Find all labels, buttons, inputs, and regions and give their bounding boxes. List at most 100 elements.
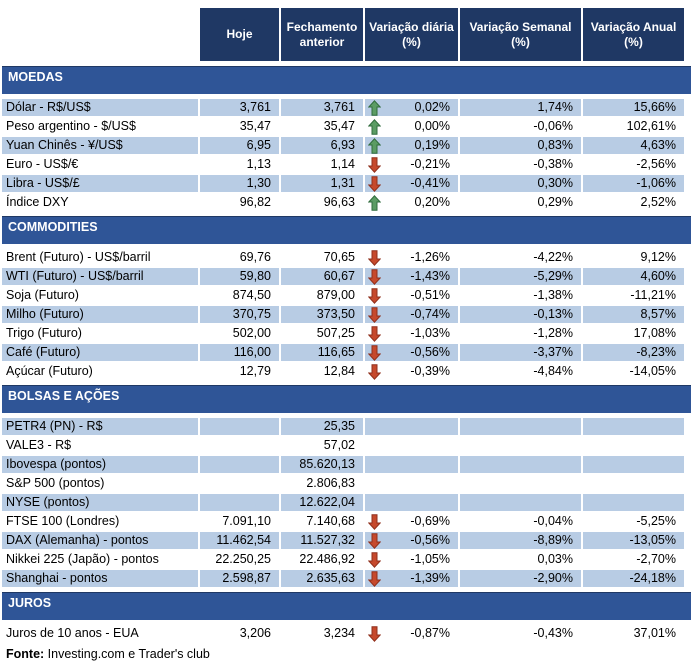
row-label[interactable]: Ibovespa (pontos) (2, 456, 198, 473)
cell-fechamento-anterior[interactable]: 35,47 (281, 118, 363, 135)
cell-variacao-semanal[interactable]: -0,43% (460, 625, 581, 642)
row-label[interactable]: NYSE (pontos) (2, 494, 198, 511)
cell-hoje[interactable] (200, 456, 279, 473)
cell-fechamento-anterior[interactable]: 57,02 (281, 437, 363, 454)
cell-hoje[interactable]: 6,95 (200, 137, 279, 154)
cell-fechamento-anterior[interactable]: 373,50 (281, 306, 363, 323)
cell-fechamento-anterior[interactable]: 12.622,04 (281, 494, 363, 511)
cell-variacao-semanal[interactable]: 0,83% (460, 137, 581, 154)
column-header-hoje[interactable]: Hoje (200, 8, 279, 61)
cell-variacao-diaria[interactable]: -0,39% (365, 363, 458, 380)
cell-hoje[interactable]: 116,00 (200, 344, 279, 361)
cell-variacao-anual[interactable]: -14,05% (583, 363, 684, 380)
row-label[interactable]: VALE3 - R$ (2, 437, 198, 454)
cell-variacao-anual[interactable]: 15,66% (583, 99, 684, 116)
cell-variacao-diaria[interactable] (365, 437, 458, 454)
row-label[interactable]: Juros de 10 anos - EUA (2, 625, 198, 642)
row-label[interactable]: Brent (Futuro) - US$/barril (2, 249, 198, 266)
cell-variacao-semanal[interactable]: -0,06% (460, 118, 581, 135)
cell-hoje[interactable]: 874,50 (200, 287, 279, 304)
row-label[interactable]: FTSE 100 (Londres) (2, 513, 198, 530)
cell-hoje[interactable]: 3,206 (200, 625, 279, 642)
cell-hoje[interactable]: 59,80 (200, 268, 279, 285)
row-label[interactable]: Peso argentino - $/US$ (2, 118, 198, 135)
row-label[interactable]: WTI (Futuro) - US$/barril (2, 268, 198, 285)
cell-fechamento-anterior[interactable]: 85.620,13 (281, 456, 363, 473)
cell-variacao-anual[interactable]: -5,25% (583, 513, 684, 530)
cell-variacao-anual[interactable]: 102,61% (583, 118, 684, 135)
cell-fechamento-anterior[interactable]: 22.486,92 (281, 551, 363, 568)
row-label[interactable]: Dólar - R$/US$ (2, 99, 198, 116)
cell-variacao-anual[interactable]: -24,18% (583, 570, 684, 587)
cell-variacao-diaria[interactable]: -0,74% (365, 306, 458, 323)
cell-variacao-anual[interactable] (583, 456, 684, 473)
cell-variacao-anual[interactable]: 8,57% (583, 306, 684, 323)
cell-variacao-anual[interactable]: -1,06% (583, 175, 684, 192)
cell-variacao-semanal[interactable]: -2,90% (460, 570, 581, 587)
column-header-variacao-diaria[interactable]: Variação diária (%) (365, 8, 458, 61)
cell-variacao-semanal[interactable]: 0,29% (460, 194, 581, 211)
cell-variacao-semanal[interactable]: 1,74% (460, 99, 581, 116)
cell-variacao-anual[interactable]: -8,23% (583, 344, 684, 361)
cell-variacao-anual[interactable]: 9,12% (583, 249, 684, 266)
cell-variacao-semanal[interactable] (460, 418, 581, 435)
cell-variacao-semanal[interactable]: -4,22% (460, 249, 581, 266)
row-label[interactable]: Índice DXY (2, 194, 198, 211)
cell-hoje[interactable]: 96,82 (200, 194, 279, 211)
cell-fechamento-anterior[interactable]: 11.527,32 (281, 532, 363, 549)
cell-variacao-semanal[interactable]: -0,38% (460, 156, 581, 173)
cell-variacao-anual[interactable]: -2,70% (583, 551, 684, 568)
cell-fechamento-anterior[interactable]: 2.806,83 (281, 475, 363, 492)
cell-hoje[interactable]: 12,79 (200, 363, 279, 380)
cell-variacao-diaria[interactable]: -1,39% (365, 570, 458, 587)
cell-variacao-diaria[interactable]: -0,56% (365, 344, 458, 361)
row-label[interactable]: Café (Futuro) (2, 344, 198, 361)
cell-variacao-diaria[interactable]: -0,41% (365, 175, 458, 192)
cell-variacao-anual[interactable]: 37,01% (583, 625, 684, 642)
cell-hoje[interactable]: 1,13 (200, 156, 279, 173)
cell-variacao-semanal[interactable]: -1,28% (460, 325, 581, 342)
cell-variacao-anual[interactable] (583, 418, 684, 435)
column-header-fechamento-anterior[interactable]: Fechamento anterior (281, 8, 363, 61)
cell-hoje[interactable] (200, 494, 279, 511)
cell-hoje[interactable] (200, 418, 279, 435)
row-label[interactable]: Libra - US$/£ (2, 175, 198, 192)
cell-hoje[interactable]: 69,76 (200, 249, 279, 266)
cell-variacao-anual[interactable]: -2,56% (583, 156, 684, 173)
cell-variacao-semanal[interactable]: -0,13% (460, 306, 581, 323)
cell-variacao-diaria[interactable]: -1,03% (365, 325, 458, 342)
cell-variacao-diaria[interactable]: -1,43% (365, 268, 458, 285)
cell-fechamento-anterior[interactable]: 1,31 (281, 175, 363, 192)
cell-variacao-diaria[interactable] (365, 456, 458, 473)
cell-variacao-semanal[interactable]: 0,03% (460, 551, 581, 568)
section-header-commodities[interactable]: COMMODITIES (2, 216, 691, 244)
cell-variacao-diaria[interactable]: -1,26% (365, 249, 458, 266)
cell-variacao-diaria[interactable]: 0,02% (365, 99, 458, 116)
cell-variacao-diaria[interactable]: -0,51% (365, 287, 458, 304)
cell-variacao-diaria[interactable]: -0,56% (365, 532, 458, 549)
section-header-juros[interactable]: JUROS (2, 592, 691, 620)
cell-fechamento-anterior[interactable]: 1,14 (281, 156, 363, 173)
cell-fechamento-anterior[interactable]: 96,63 (281, 194, 363, 211)
cell-variacao-diaria[interactable] (365, 494, 458, 511)
cell-variacao-anual[interactable]: 17,08% (583, 325, 684, 342)
cell-variacao-diaria[interactable]: -0,21% (365, 156, 458, 173)
cell-variacao-diaria[interactable]: -0,87% (365, 625, 458, 642)
cell-variacao-semanal[interactable] (460, 437, 581, 454)
cell-hoje[interactable]: 502,00 (200, 325, 279, 342)
section-header-moedas[interactable]: MOEDAS (2, 66, 691, 94)
cell-variacao-semanal[interactable] (460, 475, 581, 492)
cell-variacao-diaria[interactable]: -1,05% (365, 551, 458, 568)
cell-fechamento-anterior[interactable]: 3,234 (281, 625, 363, 642)
cell-hoje[interactable]: 7.091,10 (200, 513, 279, 530)
row-label[interactable]: Nikkei 225 (Japão) - pontos (2, 551, 198, 568)
cell-variacao-anual[interactable] (583, 494, 684, 511)
cell-variacao-anual[interactable]: 2,52% (583, 194, 684, 211)
cell-variacao-diaria[interactable] (365, 475, 458, 492)
row-label[interactable]: Euro - US$/€ (2, 156, 198, 173)
cell-hoje[interactable]: 35,47 (200, 118, 279, 135)
cell-variacao-diaria[interactable]: 0,20% (365, 194, 458, 211)
cell-fechamento-anterior[interactable]: 2.635,63 (281, 570, 363, 587)
cell-variacao-semanal[interactable]: -8,89% (460, 532, 581, 549)
cell-hoje[interactable]: 22.250,25 (200, 551, 279, 568)
